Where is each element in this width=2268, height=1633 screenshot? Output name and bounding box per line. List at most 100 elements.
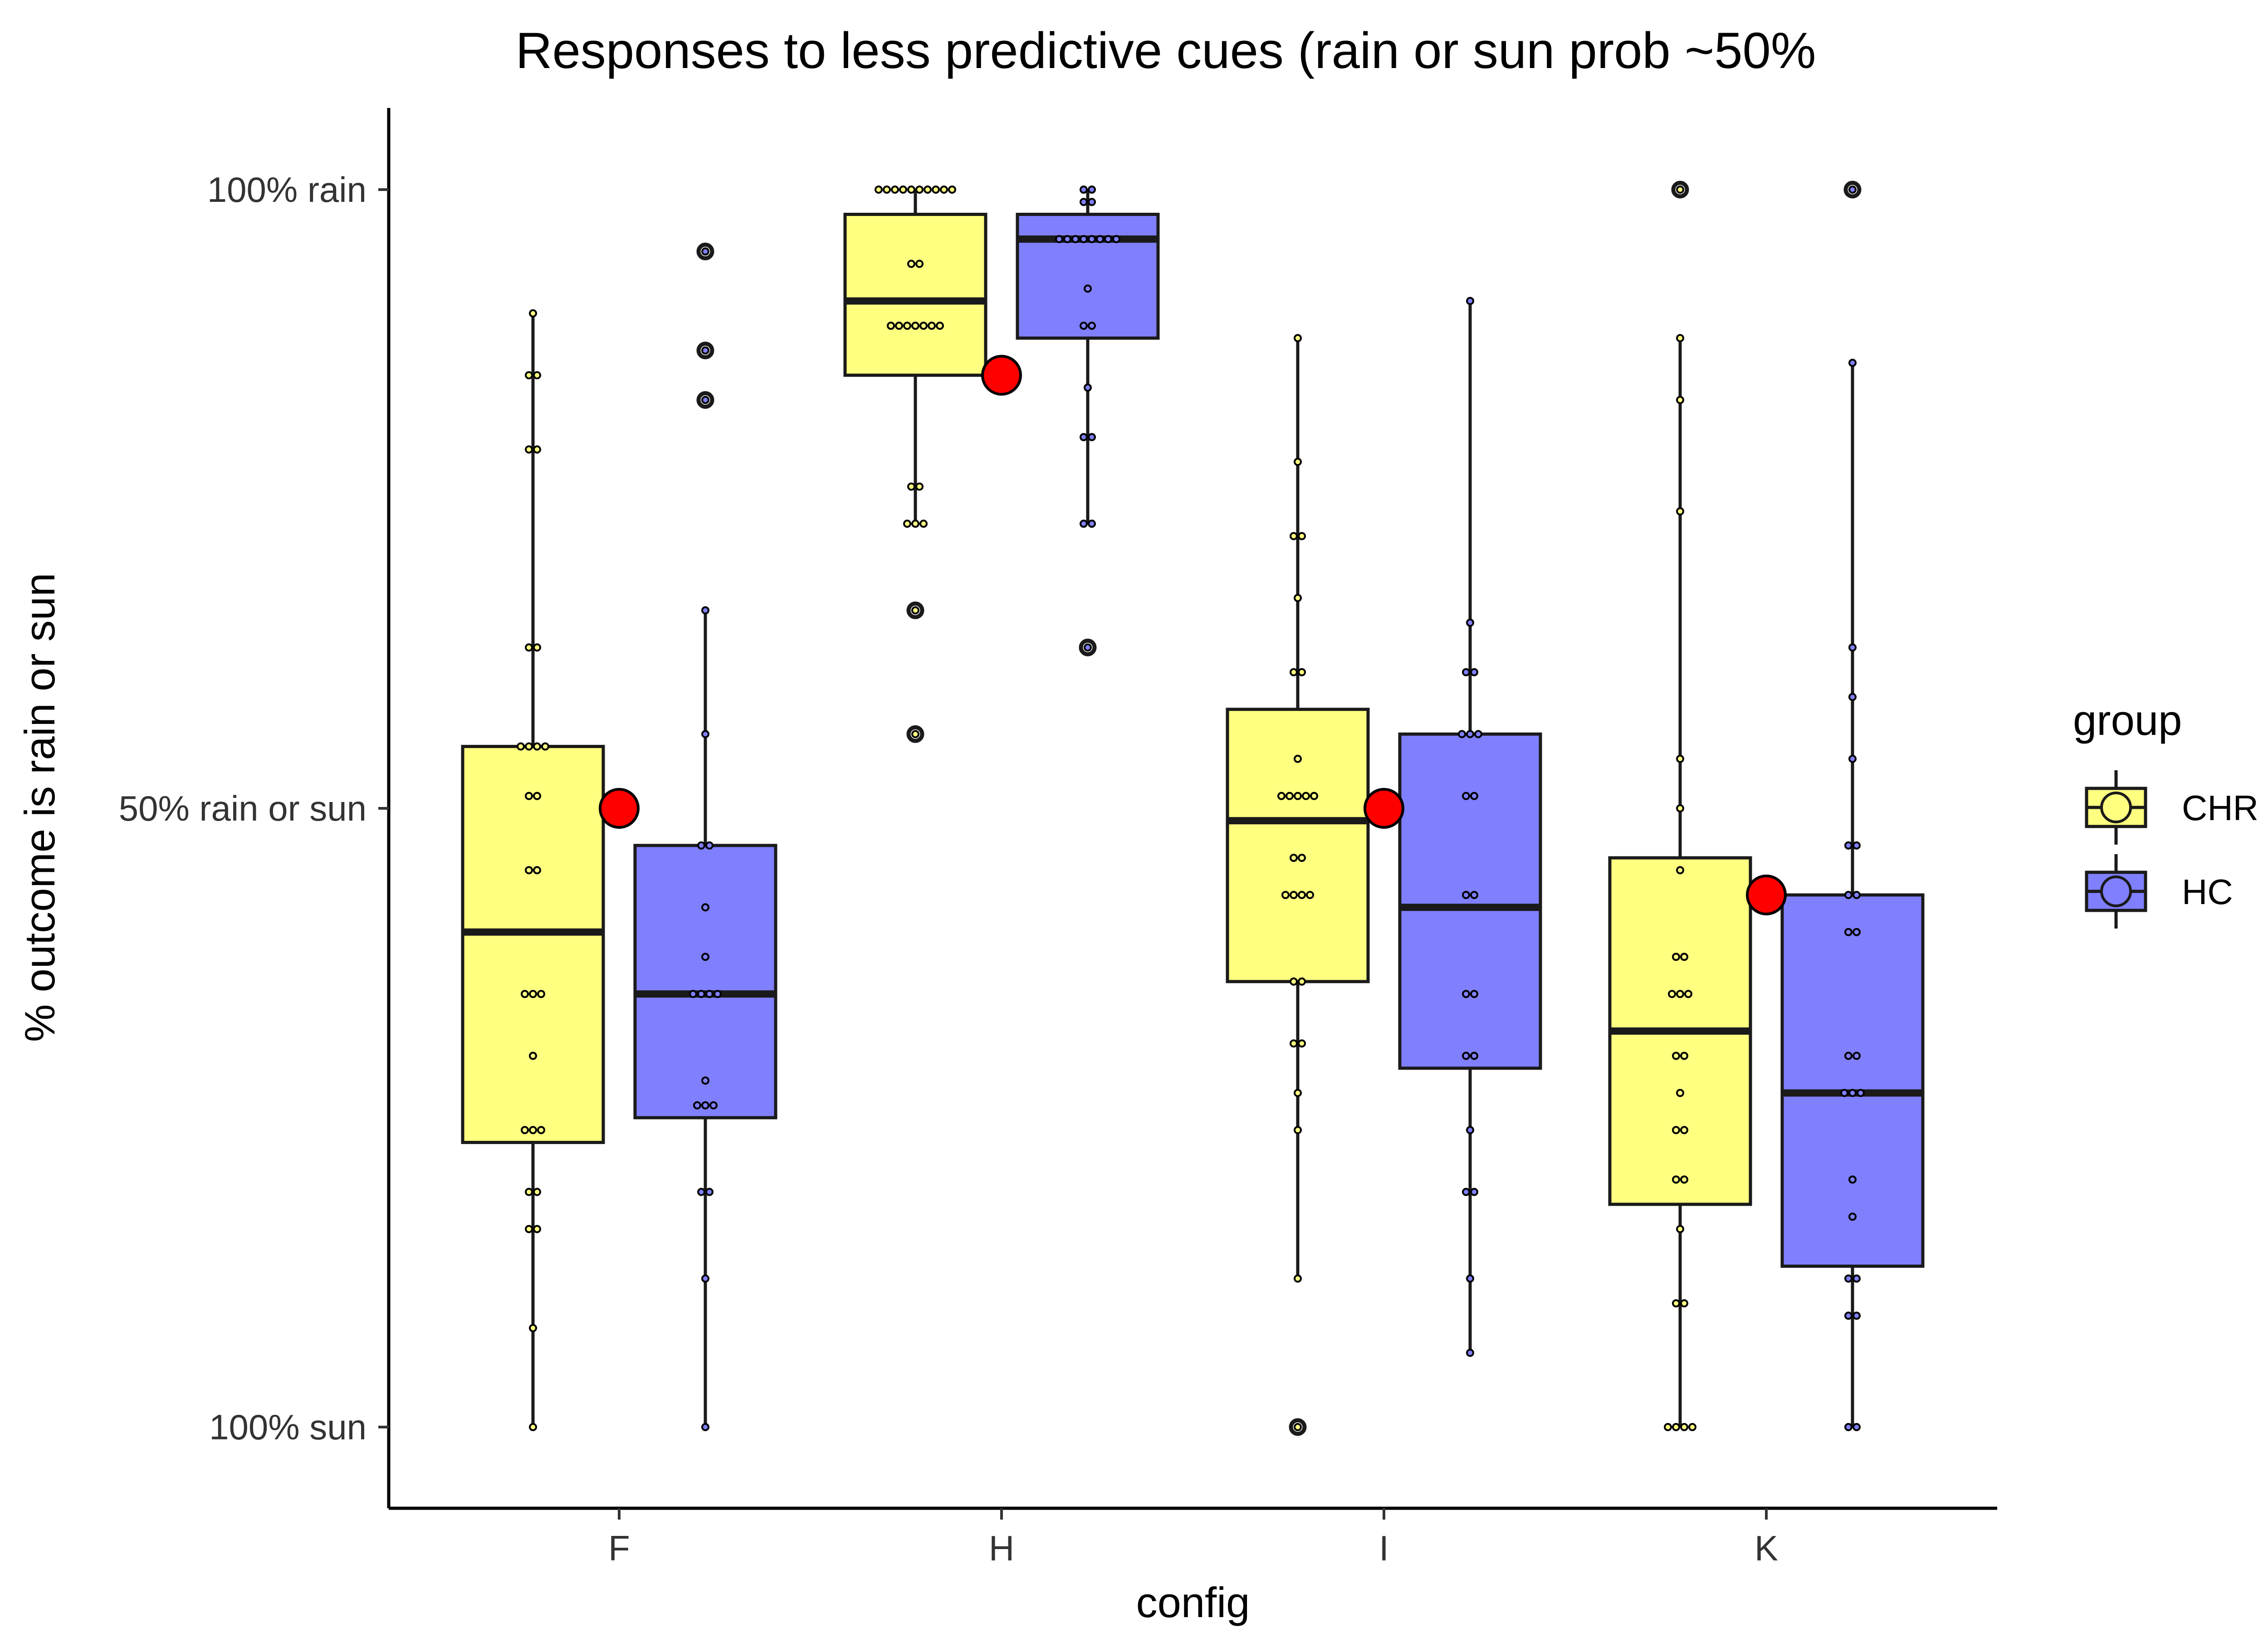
data-point [1290, 1039, 1298, 1048]
data-point [1462, 668, 1470, 676]
plot-area [461, 181, 1925, 1436]
data-point [541, 742, 549, 751]
data-point [1294, 1126, 1302, 1134]
legend-key-point [2100, 875, 2132, 907]
data-point [1088, 198, 1096, 206]
data-point [1290, 977, 1298, 986]
legend-entry-hc: HC [2085, 854, 2233, 929]
box [1016, 213, 1160, 340]
data-point [705, 841, 714, 850]
data-point [1680, 953, 1688, 961]
data-point [1088, 519, 1096, 528]
data-point [521, 990, 529, 998]
data-point [1462, 990, 1470, 998]
data-point [1080, 519, 1088, 528]
data-point [701, 1101, 709, 1110]
data-point [932, 186, 940, 194]
data-point [1290, 890, 1298, 899]
data-point [1676, 990, 1684, 998]
data-point [521, 1126, 529, 1134]
data-point [1470, 668, 1478, 676]
legend-entry-chr: CHR [2085, 770, 2258, 845]
data-point [701, 346, 709, 355]
data-point [1848, 754, 1857, 763]
data-point [1668, 990, 1676, 998]
data-point [714, 990, 722, 998]
data-point [701, 1423, 709, 1431]
outlier-point [906, 725, 924, 743]
data-point [1294, 1423, 1302, 1431]
data-point [1466, 1274, 1474, 1283]
outlier-point [696, 242, 714, 260]
data-point [1088, 235, 1096, 244]
data-point [1466, 1349, 1474, 1357]
data-point [1466, 618, 1474, 627]
data-point [689, 990, 697, 998]
data-point [701, 953, 709, 961]
data-point [1672, 953, 1680, 961]
data-point [1676, 866, 1684, 875]
box-group [1780, 181, 1925, 1431]
data-point [936, 322, 944, 330]
data-point [883, 186, 891, 194]
data-point [709, 1101, 718, 1110]
outlier-point [1289, 1418, 1307, 1436]
data-point [1294, 792, 1302, 800]
data-point [529, 1126, 537, 1134]
data-point [1672, 1423, 1680, 1431]
data-point [1680, 1051, 1688, 1060]
data-point [1084, 643, 1092, 652]
data-point [533, 866, 541, 875]
data-point [1853, 1311, 1861, 1320]
data-point [1676, 507, 1684, 516]
box-group [1226, 334, 1370, 1436]
data-point [924, 186, 932, 194]
data-point [1676, 804, 1684, 812]
data-point [915, 259, 924, 268]
data-point [1462, 1051, 1470, 1060]
data-point [1680, 1126, 1688, 1134]
data-point [705, 1188, 714, 1196]
data-point [907, 186, 915, 194]
data-point [705, 990, 714, 998]
data-point [1080, 235, 1088, 244]
data-point [1848, 693, 1857, 701]
data-point [697, 841, 705, 850]
data-point [895, 322, 903, 330]
data-point [1676, 396, 1684, 404]
data-point [1474, 730, 1482, 738]
data-point [1298, 1039, 1306, 1048]
legend: group CHR HC [2073, 696, 2258, 929]
data-point [697, 1188, 705, 1196]
data-point [1290, 532, 1298, 540]
outlier-point [1671, 181, 1689, 199]
data-point [1853, 1051, 1861, 1060]
legend-label: HC [2182, 872, 2233, 912]
data-point [1080, 433, 1088, 441]
data-point [525, 1225, 533, 1233]
data-point [1680, 1423, 1688, 1431]
data-point [533, 445, 541, 454]
data-point [899, 186, 907, 194]
expected-value-point [1364, 788, 1404, 829]
data-point [697, 990, 705, 998]
y-tick-label: 100% sun [209, 1407, 367, 1447]
x-tick-label: K [1755, 1528, 1778, 1568]
data-point [911, 322, 919, 330]
data-point [529, 309, 537, 318]
data-point [1853, 841, 1861, 850]
legend-title: group [2073, 696, 2182, 744]
data-point [1844, 890, 1853, 899]
outlier-point [696, 391, 714, 409]
data-point [537, 990, 545, 998]
data-point [1286, 792, 1294, 800]
y-axis-ticks: 100% sun 50% rain or sun 100% rain [119, 170, 389, 1447]
data-point [1844, 1311, 1853, 1320]
x-tick-label: I [1379, 1528, 1389, 1568]
data-point [701, 1076, 709, 1085]
outlier-point [906, 601, 924, 620]
data-point [525, 866, 533, 875]
data-point [1844, 1051, 1853, 1060]
box [461, 745, 605, 1144]
